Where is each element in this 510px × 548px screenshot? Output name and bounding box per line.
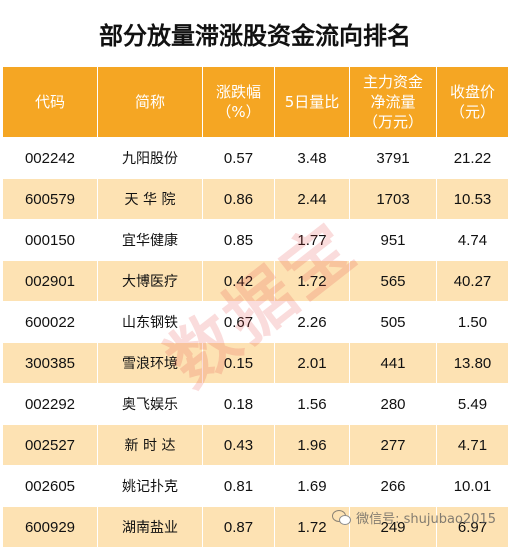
cell-close-price: 1.50 — [436, 301, 509, 343]
cell-volume-ratio: 2.26 — [274, 301, 350, 343]
table-row: 600929 湖南盐业 0.87 1.72 249 6.97 — [2, 506, 509, 548]
table-row: 000150 宜华健康 0.85 1.77 951 4.74 — [2, 219, 509, 261]
cell-code: 000150 — [2, 219, 98, 261]
cell-main-fund-flow: 505 — [349, 301, 437, 343]
cell-close-price: 5.49 — [436, 383, 509, 425]
table-row: 002901 大博医疗 0.42 1.72 565 40.27 — [2, 260, 509, 302]
table-row: 002292 奥飞娱乐 0.18 1.56 280 5.49 — [2, 383, 509, 425]
cell-name: 姚记扑克 — [97, 465, 203, 507]
cell-volume-ratio: 2.01 — [274, 342, 350, 384]
cell-close-price: 6.97 — [436, 506, 509, 548]
cell-name: 雪浪环境 — [97, 342, 203, 384]
cell-change: 0.86 — [202, 178, 275, 220]
header-name: 简称 — [97, 66, 203, 138]
cell-main-fund-flow: 441 — [349, 342, 437, 384]
cell-change: 0.18 — [202, 383, 275, 425]
cell-volume-ratio: 1.72 — [274, 260, 350, 302]
cell-volume-ratio: 3.48 — [274, 137, 350, 179]
table-row: 600022 山东钢铁 0.67 2.26 505 1.50 — [2, 301, 509, 343]
cell-main-fund-flow: 951 — [349, 219, 437, 261]
page-title: 部分放量滞涨股资金流向排名 — [99, 21, 411, 50]
cell-change: 0.42 — [202, 260, 275, 302]
header-close-price: 收盘价 （元） — [436, 66, 509, 138]
cell-code: 600929 — [2, 506, 98, 548]
cell-code: 300385 — [2, 342, 98, 384]
cell-volume-ratio: 1.96 — [274, 424, 350, 466]
cell-volume-ratio: 1.72 — [274, 506, 350, 548]
cell-name: 新 时 达 — [97, 424, 203, 466]
cell-volume-ratio: 1.77 — [274, 219, 350, 261]
cell-close-price: 10.01 — [436, 465, 509, 507]
cell-change: 0.81 — [202, 465, 275, 507]
header-main-fund-flow: 主力资金 净流量 （万元） — [349, 66, 437, 138]
cell-change: 0.15 — [202, 342, 275, 384]
cell-close-price: 4.74 — [436, 219, 509, 261]
cell-change: 0.67 — [202, 301, 275, 343]
cell-code: 600022 — [2, 301, 98, 343]
header-change: 涨跌幅 （%） — [202, 66, 275, 138]
cell-main-fund-flow: 3791 — [349, 137, 437, 179]
table-header-row: 代码 简称 涨跌幅 （%） 5日量比 主力资金 净流量 （万元） 收盘价 （元） — [2, 66, 509, 138]
cell-close-price: 10.53 — [436, 178, 509, 220]
cell-change: 0.87 — [202, 506, 275, 548]
cell-code: 002242 — [2, 137, 98, 179]
cell-main-fund-flow: 1703 — [349, 178, 437, 220]
cell-main-fund-flow: 565 — [349, 260, 437, 302]
cell-main-fund-flow: 280 — [349, 383, 437, 425]
cell-code: 002292 — [2, 383, 98, 425]
cell-close-price: 40.27 — [436, 260, 509, 302]
cell-main-fund-flow: 249 — [349, 506, 437, 548]
cell-close-price: 4.71 — [436, 424, 509, 466]
cell-name: 山东钢铁 — [97, 301, 203, 343]
cell-name: 湖南盐业 — [97, 506, 203, 548]
cell-volume-ratio: 1.56 — [274, 383, 350, 425]
cell-main-fund-flow: 277 — [349, 424, 437, 466]
table-row: 002605 姚记扑克 0.81 1.69 266 10.01 — [2, 465, 509, 507]
cell-code: 002901 — [2, 260, 98, 302]
cell-main-fund-flow: 266 — [349, 465, 437, 507]
cell-name: 宜华健康 — [97, 219, 203, 261]
fund-flow-table: 代码 简称 涨跌幅 （%） 5日量比 主力资金 净流量 （万元） 收盘价 （元） 002… — [2, 66, 509, 548]
table-row: 002527 新 时 达 0.43 1.96 277 4.71 — [2, 424, 509, 466]
table-row: 600579 天 华 院 0.86 2.44 1703 10.53 — [2, 178, 509, 220]
cell-code: 600579 — [2, 178, 98, 220]
cell-close-price: 13.80 — [436, 342, 509, 384]
cell-code: 002527 — [2, 424, 98, 466]
cell-volume-ratio: 2.44 — [274, 178, 350, 220]
header-code: 代码 — [2, 66, 98, 138]
cell-name: 奥飞娱乐 — [97, 383, 203, 425]
table-row: 300385 雪浪环境 0.15 2.01 441 13.80 — [2, 342, 509, 384]
cell-code: 002605 — [2, 465, 98, 507]
cell-name: 天 华 院 — [97, 178, 203, 220]
cell-name: 九阳股份 — [97, 137, 203, 179]
cell-close-price: 21.22 — [436, 137, 509, 179]
header-volume-ratio: 5日量比 — [274, 66, 350, 138]
table-row: 002242 九阳股份 0.57 3.48 3791 21.22 — [2, 137, 509, 179]
cell-change: 0.43 — [202, 424, 275, 466]
cell-name: 大博医疗 — [97, 260, 203, 302]
cell-change: 0.85 — [202, 219, 275, 261]
cell-volume-ratio: 1.69 — [274, 465, 350, 507]
cell-change: 0.57 — [202, 137, 275, 179]
